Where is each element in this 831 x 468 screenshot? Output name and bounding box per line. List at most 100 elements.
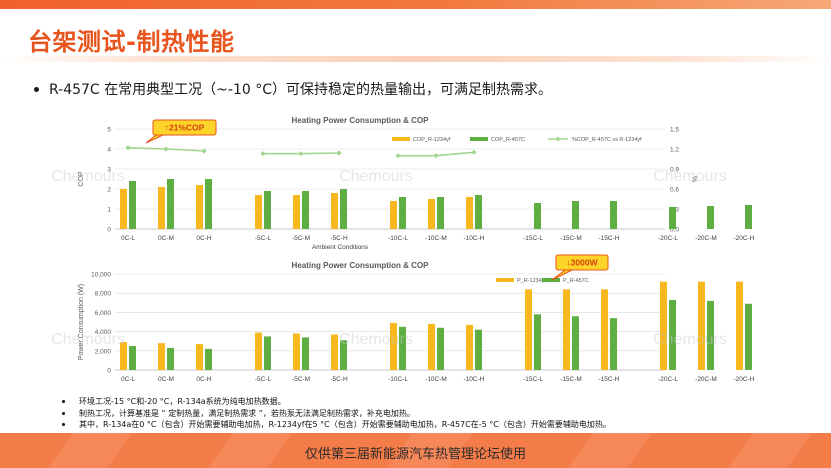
watermark-text: Chemours (51, 168, 125, 185)
bar-COP_R-1234yf (255, 195, 262, 229)
x-tick-label: -20C-H (734, 235, 755, 242)
callout-pointer (145, 134, 164, 144)
y-tick-label: 0 (107, 368, 111, 375)
y-tick-label: 3 (107, 167, 111, 174)
x-tick-label: 0C-M (158, 235, 174, 242)
x-tick-label: 0C-H (196, 235, 211, 242)
line-marker (395, 153, 401, 159)
bar-P_R-457C (610, 318, 617, 370)
bar-COP_R-457C (572, 201, 579, 229)
x-tick-label: 0C-M (158, 376, 174, 383)
bar-COP_R-457C (399, 197, 406, 229)
x-axis-title: Ambient Conditions (312, 244, 369, 251)
legend-marker (555, 136, 561, 142)
bar-P_R-1234yf (158, 343, 165, 370)
x-tick-label: -20C-M (695, 376, 717, 383)
y-tick-label: 1 (107, 207, 111, 214)
x-tick-label: -20C-H (734, 376, 755, 383)
y-tick-label: 4 (107, 147, 111, 154)
bar-COP_R-1234yf (390, 201, 397, 229)
bar-COP_R-1234yf (293, 195, 300, 229)
bar-COP_R-457C (745, 205, 752, 229)
watermark-text: Chemours (51, 331, 125, 348)
legend-swatch (542, 278, 560, 282)
callout-box (555, 254, 609, 271)
x-tick-label: -10C-L (388, 376, 408, 383)
bar-COP_R-1234yf (158, 187, 165, 229)
legend-label: P_R-1234yf (517, 278, 547, 284)
x-tick-label: -10C-L (388, 235, 408, 242)
bar-P_R-457C (572, 316, 579, 370)
chart-legend: COP_R-1234yf COP_R-457C %COP_R-457C vs R-1… (392, 136, 642, 143)
y2-axis-title: % (690, 176, 697, 182)
bar-P_R-1234yf (255, 332, 262, 370)
callout-text: ↑21%COP (165, 123, 205, 133)
line-marker (336, 150, 342, 156)
bar-COP_R-1234yf (120, 189, 127, 229)
slide-title: 台架测试-制热性能 (28, 28, 235, 56)
line-marker (163, 146, 169, 152)
bar-P_R-457C (399, 326, 406, 370)
bar-P_R-457C (437, 327, 444, 370)
bar-COP_R-457C (129, 181, 136, 229)
x-tick-label: -5C-H (330, 376, 348, 383)
chart-legend: P_R-1234yf P_R-457C (496, 278, 589, 284)
bar-P_R-1234yf (293, 333, 300, 370)
bar-P_R-457C (205, 348, 212, 370)
line-marker (471, 149, 477, 155)
bar-COP_R-457C (669, 207, 676, 229)
bar-COP_R-1234yf (196, 185, 203, 229)
x-tick-label: -10C-H (464, 235, 485, 242)
bar-COP_R-457C (534, 203, 541, 229)
bar-COP_R-1234yf (331, 193, 338, 229)
watermark-text: Chemours (339, 168, 413, 185)
x-tick-label: -15C-L (523, 235, 543, 242)
x-tick-label: -5C-M (292, 376, 310, 383)
title-underline (0, 56, 831, 62)
x-tick-label: -10C-M (425, 376, 447, 383)
y2-tick-label: 0.9 (670, 167, 679, 174)
x-tick-label: -5C-L (255, 235, 272, 242)
x-tick-label: -5C-L (255, 376, 272, 383)
bar-P_R-1234yf (660, 281, 667, 370)
bar-P_R-457C (707, 300, 714, 370)
bar-P_R-457C (745, 303, 752, 370)
watermark-text: Chemours (653, 168, 727, 185)
chart-title: Heating Power Consumption & COP (292, 116, 430, 125)
y-tick-label: 4,000 (95, 329, 112, 336)
x-tick-label: -5C-M (292, 235, 310, 242)
x-tick-label: -20C-L (658, 376, 678, 383)
x-tick-label: -20C-L (658, 235, 678, 242)
bar-COP_R-457C (264, 191, 271, 229)
line-marker (201, 148, 207, 154)
top-accent-bar (0, 0, 831, 9)
legend-label: COP_R-457C (491, 137, 525, 143)
y2-tick-label: 0.0 (670, 227, 679, 234)
x-tick-label: -15C-M (560, 235, 582, 242)
bar-P_R-1234yf (196, 344, 203, 370)
legend-label: %COP_R-457C vs R-1234yf (572, 137, 642, 143)
y-axis-title: COP (78, 171, 85, 187)
bar-P_R-1234yf (331, 334, 338, 370)
y-tick-label: 2,000 (95, 348, 112, 355)
bar-P_R-1234yf (525, 289, 532, 370)
legend-swatch (470, 137, 488, 141)
y-tick-label: 6,000 (95, 310, 112, 317)
y2-tick-label: 0.6 (670, 187, 679, 194)
x-tick-label: -20C-M (695, 235, 717, 242)
bar-P_R-457C (669, 299, 676, 370)
bar-COP_R-1234yf (466, 197, 473, 229)
x-tick-label: -5C-H (330, 235, 348, 242)
bar-P_R-1234yf (390, 322, 397, 370)
line-marker (433, 153, 439, 159)
callout-pointer (551, 269, 573, 281)
x-tick-label: 0C-L (121, 235, 135, 242)
watermark-text: Chemours (339, 331, 413, 348)
bar-P_R-457C (167, 347, 174, 370)
legend-swatch (496, 278, 514, 282)
bar-P_R-457C (264, 336, 271, 370)
footnote-1: 环境工况-15 °C和-20 °C，R-134a系统为纯电加热数据。 (62, 396, 611, 408)
bullet-text: R-457C 在常用典型工况（~-10 °C）可保持稳定的热量输出，可满足制热需… (49, 82, 552, 98)
line-marker (125, 145, 131, 151)
bar-COP_R-457C (437, 197, 444, 229)
